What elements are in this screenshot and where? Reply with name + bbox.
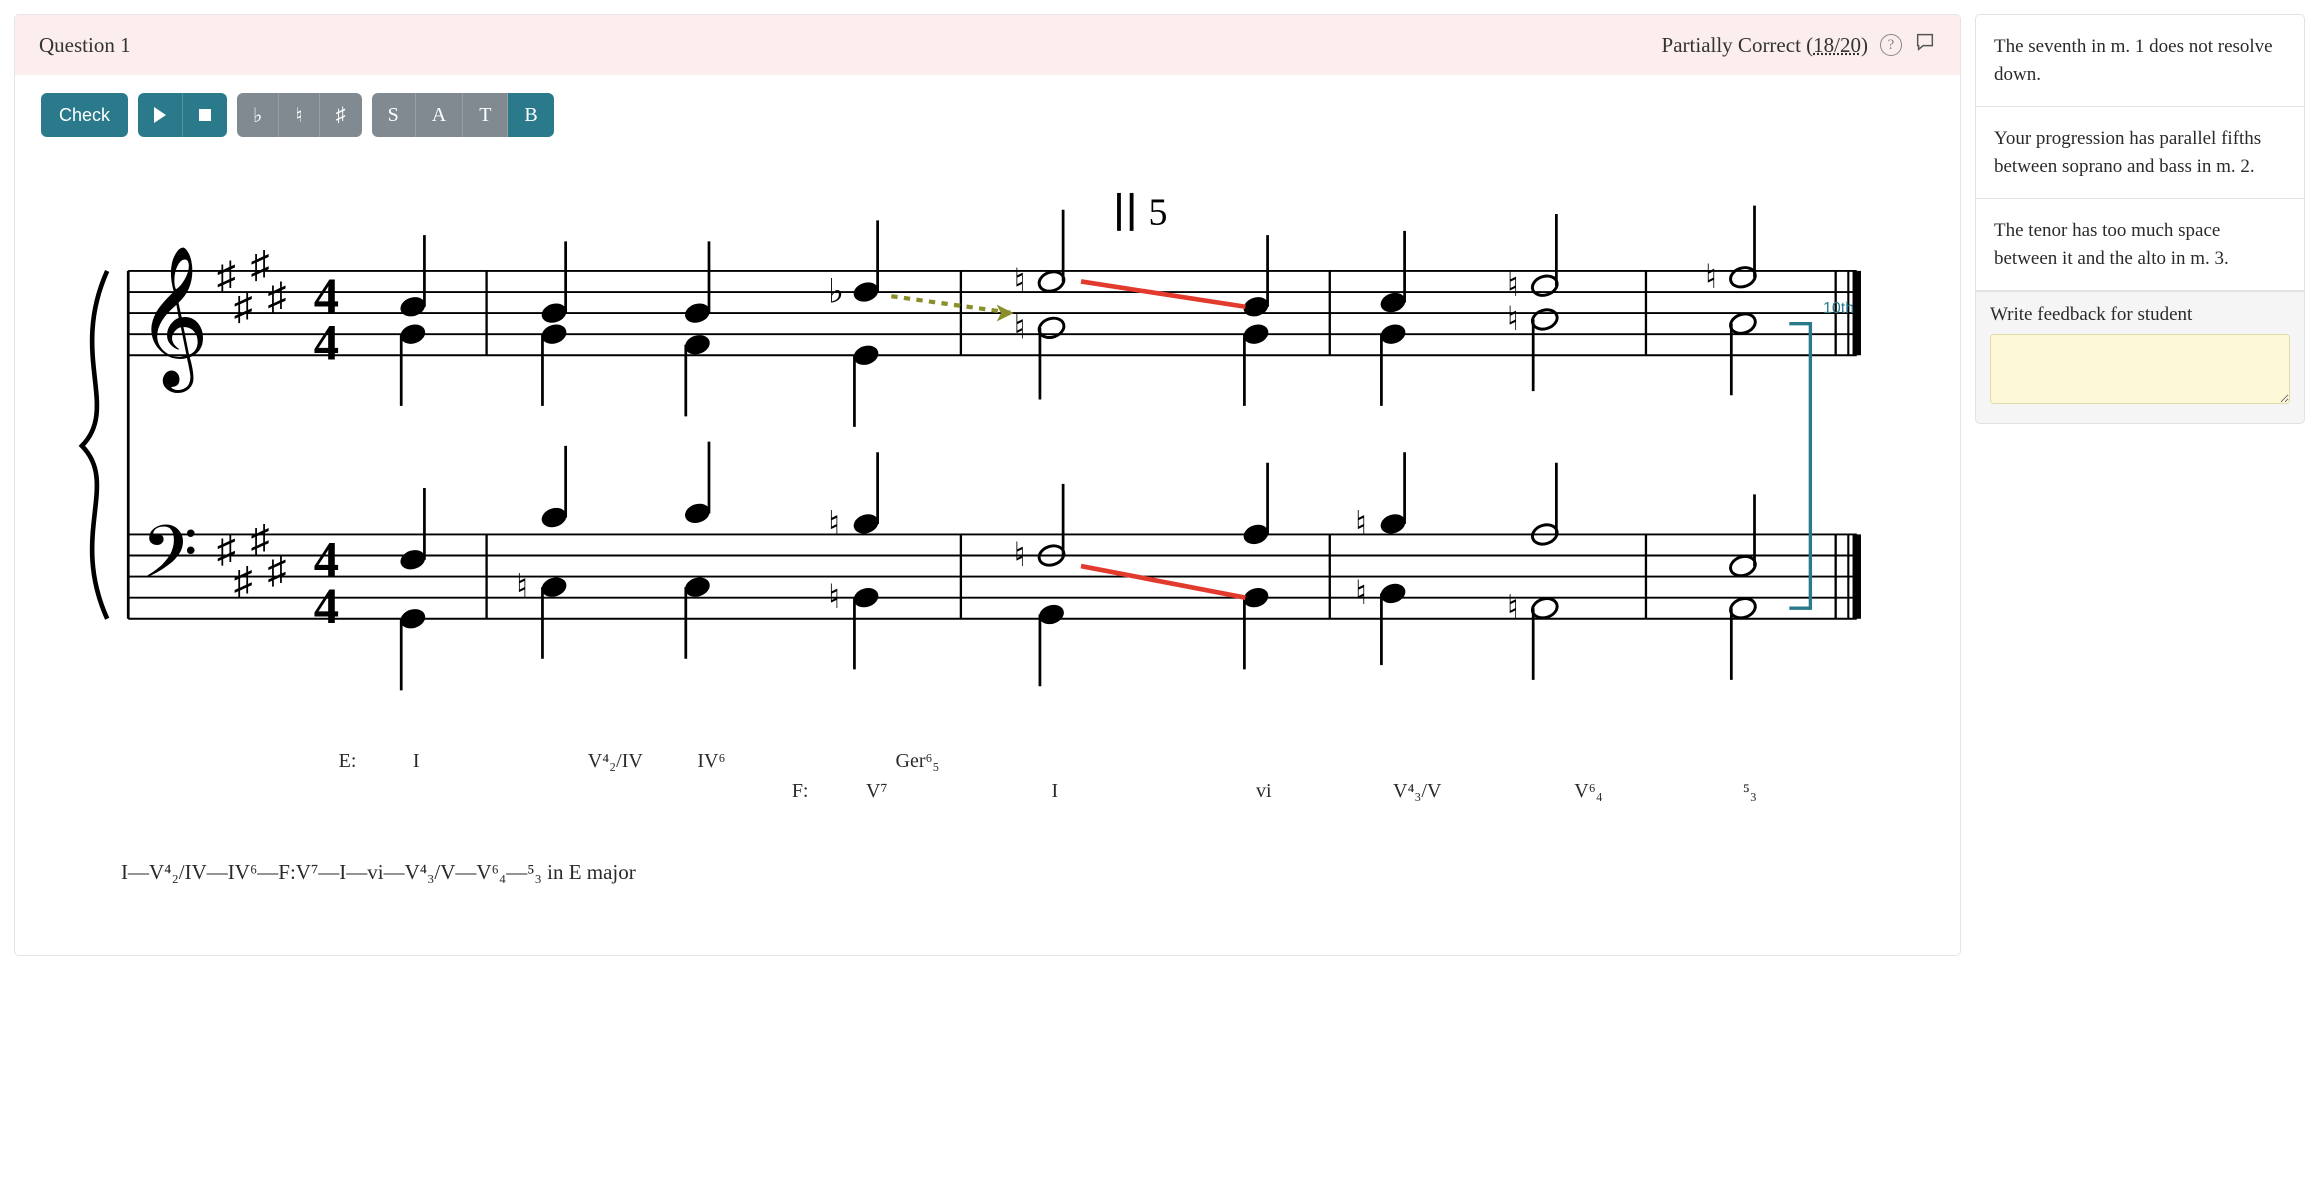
roman-numeral[interactable]: vi <box>1256 780 1272 803</box>
score-area: 𝄞𝄢♯♯♯♯♯♯♯♯44445♭♮♮♮♮♮♮♮♮♮♮♮♮ E:IV⁴₂/IVIV… <box>15 145 1960 955</box>
feedback-textarea[interactable] <box>1990 334 2290 404</box>
voice-b-button[interactable]: B <box>508 93 553 137</box>
roman-numeral[interactable]: I <box>1052 780 1059 803</box>
svg-text:4: 4 <box>314 314 339 370</box>
score-link[interactable]: 18/20 <box>1813 33 1861 57</box>
status-text: Partially Correct (18/20) <box>1662 33 1868 58</box>
svg-text:𝄞: 𝄞 <box>137 247 209 393</box>
voice-group: SATB <box>372 93 554 137</box>
analysis-key: E: <box>339 750 357 773</box>
svg-text:♮: ♮ <box>1507 267 1519 304</box>
svg-text:♮: ♮ <box>1355 505 1367 542</box>
feedback-item[interactable]: Your progression has parallel fifths bet… <box>1976 107 2304 199</box>
play-button[interactable] <box>138 93 183 137</box>
header-right: Partially Correct (18/20) ? <box>1662 31 1936 59</box>
svg-text:♮: ♮ <box>1507 301 1519 338</box>
svg-text:♮: ♮ <box>828 579 840 616</box>
playback-group <box>138 93 227 137</box>
svg-text:4: 4 <box>314 578 339 634</box>
roman-numeral[interactable]: V⁶₄ <box>1574 780 1602 803</box>
question-header: Question 1 Partially Correct (18/20) ? <box>15 15 1960 75</box>
voice-a-button[interactable]: A <box>416 93 463 137</box>
svg-text:♮: ♮ <box>1014 537 1026 574</box>
roman-numeral-analysis: E: I V⁴₂/IV IV⁶ Ger⁶₅ F: V⁷ Ivi V⁴₃/V V⁶₄ ⁵₃ <box>65 750 1920 810</box>
analysis-key: F: <box>792 780 809 803</box>
svg-text:♯: ♯ <box>267 276 286 318</box>
roman-numeral[interactable]: V⁷ <box>866 780 887 803</box>
accidental-group: ♭♮♯ <box>237 93 362 137</box>
svg-text:♯: ♯ <box>234 560 253 602</box>
question-label: Question 1 <box>39 33 131 58</box>
stop-button[interactable] <box>183 93 227 137</box>
feedback-item[interactable]: The seventh in m. 1 does not resolve dow… <box>1976 15 2304 107</box>
roman-numeral[interactable]: I <box>413 750 420 773</box>
roman-numeral[interactable]: IV⁶ <box>697 750 725 773</box>
svg-text:♮: ♮ <box>1014 309 1026 346</box>
svg-text:♯: ♯ <box>267 550 286 592</box>
comment-icon[interactable] <box>1914 31 1936 59</box>
accidental-flat-button[interactable]: ♭ <box>237 93 279 137</box>
roman-numeral[interactable]: Ger⁶₅ <box>896 750 940 773</box>
feedback-list: The seventh in m. 1 does not resolve dow… <box>1975 14 2305 292</box>
svg-text:♮: ♮ <box>516 569 528 606</box>
svg-text:♭: ♭ <box>828 274 844 311</box>
roman-numeral[interactable]: V⁴₂/IV <box>588 750 643 773</box>
interval-label: 10th <box>1823 300 1854 318</box>
svg-text:♮: ♮ <box>1355 575 1367 612</box>
svg-text:5: 5 <box>1148 192 1167 234</box>
progression-summary: I—V⁴₂/IV—IV⁶—F:V⁷—I—vi—V⁴₃/V—V⁶₄—⁵₃ in E… <box>121 860 1920 885</box>
check-button[interactable]: Check <box>41 93 128 137</box>
voice-s-button[interactable]: S <box>372 93 416 137</box>
svg-text:𝄢: 𝄢 <box>141 513 198 611</box>
svg-text:♮: ♮ <box>1705 259 1717 296</box>
accidental-sharp-button[interactable]: ♯ <box>320 93 362 137</box>
feedback-write: Write feedback for student <box>1975 292 2305 424</box>
toolbar: Check ♭♮♯ SATB <box>15 75 1960 145</box>
voice-t-button[interactable]: T <box>463 93 508 137</box>
roman-numeral[interactable]: ⁵₃ <box>1743 780 1757 803</box>
main-panel: Question 1 Partially Correct (18/20) ? C… <box>14 14 1961 956</box>
help-icon[interactable]: ? <box>1880 34 1902 56</box>
accidental-natural-button[interactable]: ♮ <box>279 93 319 137</box>
svg-text:♮: ♮ <box>1507 590 1519 627</box>
feedback-item[interactable]: The tenor has too much space between it … <box>1976 199 2304 291</box>
svg-text:♯: ♯ <box>234 286 253 328</box>
roman-numeral[interactable]: V⁴₃/V <box>1393 780 1441 803</box>
svg-text:♮: ♮ <box>828 505 840 542</box>
music-score[interactable]: 𝄞𝄢♯♯♯♯♯♯♯♯44445♭♮♮♮♮♮♮♮♮♮♮♮♮ <box>65 155 1920 745</box>
svg-text:♮: ♮ <box>1014 263 1026 300</box>
feedback-sidebar: The seventh in m. 1 does not resolve dow… <box>1975 14 2305 956</box>
feedback-write-label: Write feedback for student <box>1990 304 2290 326</box>
